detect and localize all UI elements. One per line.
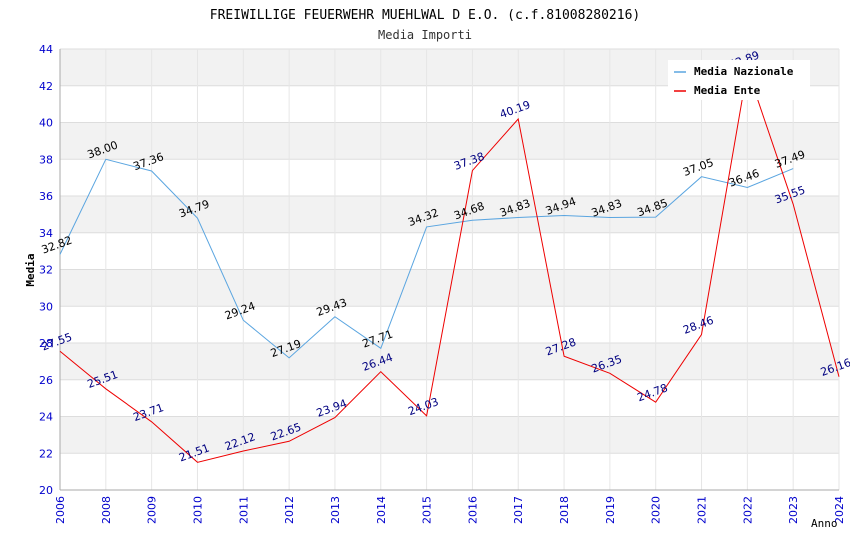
y-tick-label: 24 bbox=[39, 411, 53, 424]
y-tick-label: 22 bbox=[39, 447, 53, 460]
x-tick-label: 2011 bbox=[237, 496, 250, 524]
y-tick-label: 40 bbox=[39, 117, 53, 130]
axes bbox=[59, 49, 839, 491]
y-tick-label: 42 bbox=[39, 80, 53, 93]
legend-box bbox=[668, 60, 810, 100]
grid-band bbox=[60, 453, 839, 490]
y-tick-label: 36 bbox=[39, 190, 53, 203]
x-tick-label: 2014 bbox=[375, 496, 388, 524]
grid-band bbox=[60, 196, 839, 233]
x-axis-ticks: 2006 2008 2009 2010 2011 2012 2013 2014 2015 2016… bbox=[54, 496, 846, 524]
y-tick-label: 38 bbox=[39, 153, 53, 166]
x-tick-label: 2010 bbox=[191, 496, 204, 524]
legend: Media Nazionale Media Ente bbox=[668, 60, 810, 100]
grid-band bbox=[60, 232, 839, 270]
series-line-media-ente bbox=[59, 69, 840, 463]
series-line-media-nazionale bbox=[59, 158, 794, 359]
x-tick-label: 2021 bbox=[696, 496, 709, 524]
x-tick-label: 2018 bbox=[558, 496, 571, 524]
grid-band bbox=[60, 379, 839, 417]
y-tick-label: 28 bbox=[39, 337, 53, 350]
grid-band bbox=[60, 306, 839, 343]
grid-band bbox=[60, 416, 839, 454]
series-lines bbox=[59, 69, 840, 463]
x-tick-label: 2006 bbox=[54, 496, 67, 524]
y-tick-label: 44 bbox=[39, 43, 53, 56]
x-tick-label: 2015 bbox=[421, 496, 434, 524]
x-axis-label: Anno bbox=[811, 517, 838, 530]
y-tick-label: 26 bbox=[39, 374, 53, 387]
chart-subtitle: Media Importi bbox=[378, 28, 472, 42]
x-tick-label: 2017 bbox=[512, 496, 525, 524]
grid-band bbox=[60, 269, 839, 307]
x-tick-label: 2019 bbox=[604, 496, 617, 524]
y-tick-label: 32 bbox=[39, 264, 53, 277]
chart-title: FREIWILLIGE FEUERWEHR MUEHLWAL D E.O. (c… bbox=[210, 8, 640, 23]
grid-band bbox=[60, 159, 839, 196]
x-tick-label: 2023 bbox=[787, 496, 800, 524]
x-tick-label: 2016 bbox=[466, 496, 479, 524]
grid-band bbox=[60, 343, 839, 380]
x-tick-label: 2013 bbox=[329, 496, 342, 524]
x-tick-label: 2009 bbox=[146, 496, 159, 524]
x-tick-label: 2024 bbox=[833, 496, 846, 524]
x-tick-label: 2012 bbox=[283, 496, 296, 524]
y-tick-label: 30 bbox=[39, 300, 53, 313]
x-tick-label: 2022 bbox=[741, 496, 754, 524]
y-axis-label: Media bbox=[24, 253, 37, 286]
y-tick-label: 20 bbox=[39, 484, 53, 497]
x-tick-label: 2020 bbox=[650, 496, 663, 524]
x-tick-label: 2008 bbox=[100, 496, 113, 524]
y-tick-label: 34 bbox=[39, 227, 53, 240]
grid-band bbox=[60, 122, 839, 160]
legend-label-nazionale: Media Nazionale bbox=[694, 65, 794, 78]
y-axis-ticks: 20 22 24 26 28 30 32 34 36 38 40 42 44 bbox=[39, 43, 53, 497]
legend-label-ente: Media Ente bbox=[694, 84, 761, 97]
gridlines bbox=[60, 48, 840, 491]
